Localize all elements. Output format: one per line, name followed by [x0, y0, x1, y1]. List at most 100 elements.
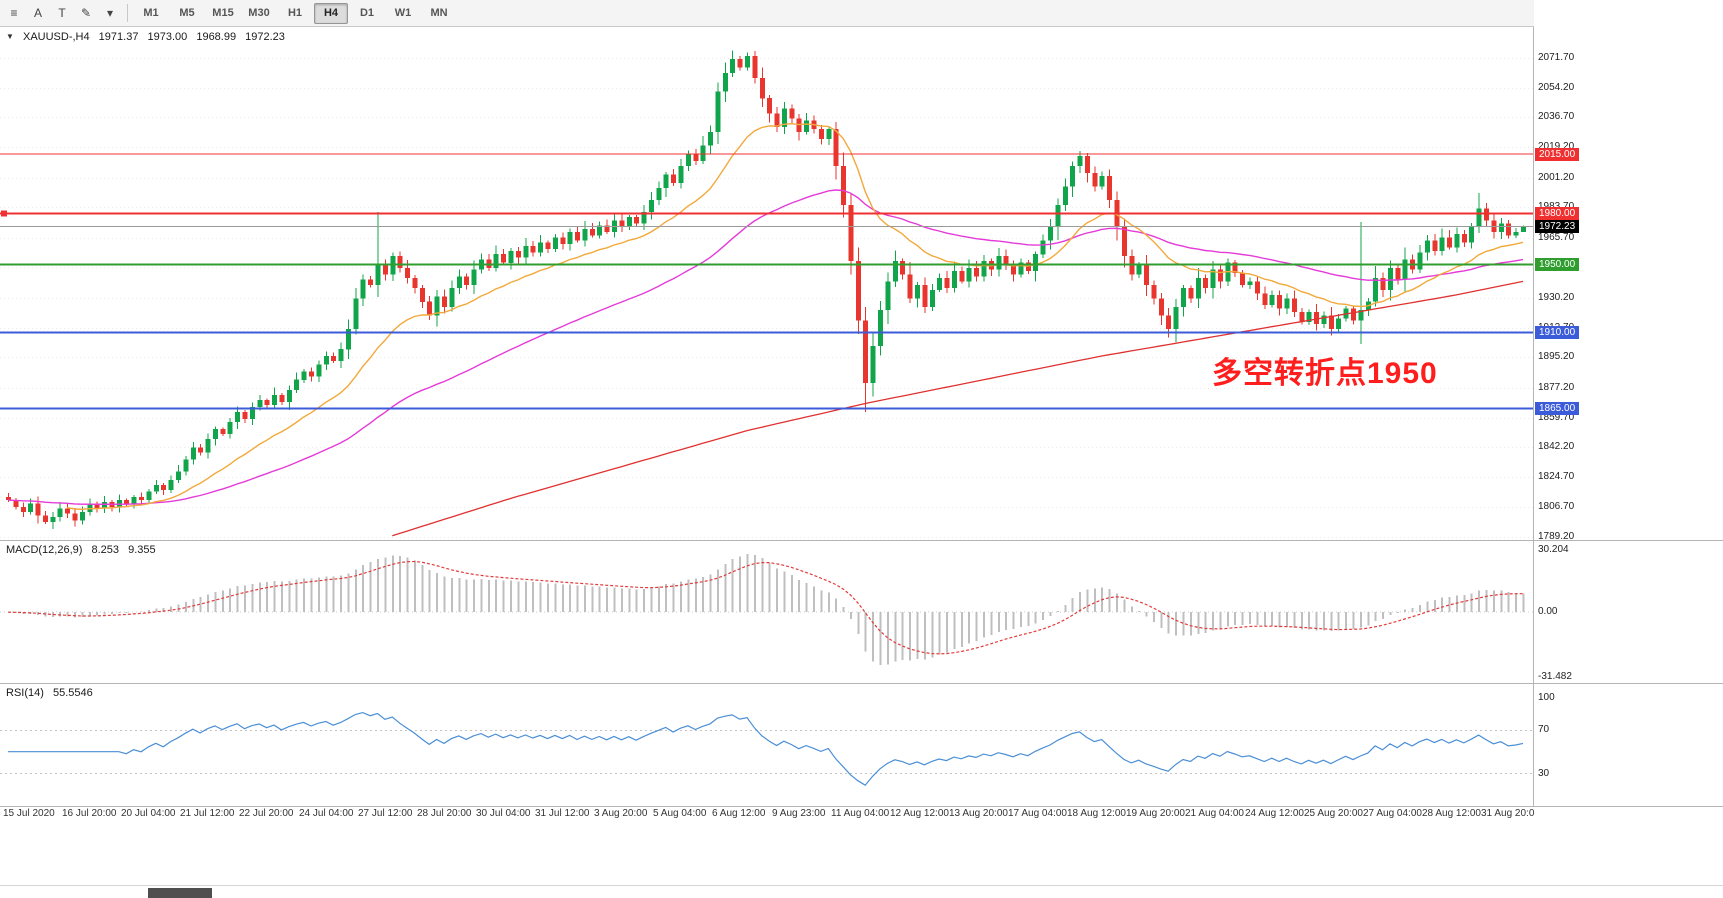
- price-axis-label: 2019.20: [1538, 141, 1575, 152]
- time-axis-label: 5 Aug 04:00: [653, 808, 707, 819]
- axis-divider: [1533, 27, 1534, 806]
- ma-mid-line: [7, 189, 1524, 506]
- timeframe-M15[interactable]: M15: [212, 6, 234, 19]
- price-axis-label: 1895.20: [1538, 351, 1575, 362]
- timeframe-H1[interactable]: H1: [287, 6, 303, 19]
- price-axis-label: 2071.70: [1538, 52, 1575, 63]
- price-axis-label: 1806.70: [1538, 501, 1575, 512]
- timeframe-H4[interactable]: H4: [314, 2, 348, 24]
- time-axis-label: 31 Aug 20:00: [1481, 808, 1540, 819]
- last-price-tag: 1972.23: [1535, 220, 1580, 233]
- price-axis-label: 1965.70: [1538, 232, 1575, 243]
- price-axis: 1972.23 2015.00 1980.00 1950.00 1910.00 1865.…: [1534, 0, 1723, 885]
- macd-axis-label: -31.482: [1538, 671, 1572, 682]
- time-axis-label: 25 Aug 20:00: [1304, 808, 1363, 819]
- panel-divider[interactable]: [0, 540, 1723, 541]
- panel-divider[interactable]: [0, 683, 1723, 684]
- dropdown-arrow-icon[interactable]: ▾: [106, 6, 114, 20]
- hline-price-tag: 1980.00: [1535, 207, 1580, 220]
- time-axis-label: 17 Aug 04:00: [1008, 808, 1067, 819]
- timeframe-MN[interactable]: MN: [430, 6, 448, 19]
- rsi-axis-label: 70: [1538, 724, 1550, 735]
- macd-panel[interactable]: [0, 541, 1533, 683]
- chart-annotation: 多空转折点1950: [1212, 357, 1438, 390]
- rsi-value: 55.5546: [52, 687, 93, 699]
- price-axis-label: 1824.70: [1538, 471, 1575, 482]
- time-axis-label: 3 Aug 20:00: [594, 808, 648, 819]
- timeframe-D1[interactable]: D1: [359, 6, 375, 19]
- macd-histogram: [14, 554, 1525, 666]
- quote-high: 1973.00: [147, 31, 188, 43]
- quote-open: 1971.37: [98, 31, 139, 43]
- timeframe-M5[interactable]: M5: [179, 6, 195, 19]
- price-axis-label: 1983.70: [1538, 201, 1574, 213]
- time-axis-label: 31 Jul 12:00: [535, 808, 590, 819]
- time-axis-label: 20 Jul 04:00: [121, 808, 176, 819]
- taskbar-item[interactable]: [148, 888, 212, 898]
- macd-signal-line: [7, 560, 1523, 655]
- time-axis-label: 28 Jul 20:00: [417, 808, 472, 819]
- timeframe-W1[interactable]: W1: [394, 6, 412, 19]
- hline-handle[interactable]: [1, 210, 7, 217]
- price-axis-label: 2054.20: [1538, 82, 1575, 93]
- time-axis: 15 Jul 2020 16 Jul 20:00 20 Jul 04:00 21 Ju…: [0, 808, 1560, 822]
- rsi-line: [8, 711, 1524, 786]
- toolbar-separator: [127, 4, 128, 22]
- time-axis-label: 24 Jul 04:00: [299, 808, 354, 819]
- toolbar: ≡ A T ✎ ▾ M1 M5 M15 M30 H1 H4 D1 W1 MN: [0, 0, 1723, 27]
- quote-header: ▼ XAUUSD-,H4 1971.37 1973.00 1968.99 197…: [6, 31, 291, 43]
- hline-price-tag: 1950.00: [1535, 258, 1580, 271]
- rsi-label: RSI(14): [6, 687, 44, 699]
- time-axis-label: 15 Jul 2020: [3, 808, 55, 819]
- price-axis-label: 1930.20: [1538, 292, 1575, 303]
- price-axis-label: 1877.20: [1538, 382, 1575, 393]
- rsi-panel[interactable]: [0, 684, 1533, 805]
- time-axis-label: 6 Aug 12:00: [712, 808, 766, 819]
- macd-signal-value: 9.355: [128, 544, 156, 556]
- collapse-quote-icon[interactable]: ▼: [6, 32, 14, 41]
- menu-icon[interactable]: ≡: [10, 6, 18, 20]
- toolbar-icons: ≡ A T ✎ ▾: [3, 2, 121, 24]
- timeframe-M30[interactable]: M30: [248, 6, 270, 19]
- time-axis-label: 28 Aug 12:00: [1422, 808, 1481, 819]
- time-axis-label: 12 Aug 12:00: [890, 808, 949, 819]
- time-axis-label: 24 Aug 12:00: [1245, 808, 1304, 819]
- price-axis-label: 1859.70: [1538, 412, 1575, 423]
- time-axis-label: 27 Aug 04:00: [1363, 808, 1422, 819]
- time-axis-label: 30 Jul 04:00: [476, 808, 531, 819]
- macd-header: MACD(12,26,9) 8.253 9.355: [6, 544, 162, 556]
- time-axis-label: 21 Aug 04:00: [1185, 808, 1244, 819]
- macd-main-value: 8.253: [91, 544, 120, 556]
- time-axis-label: 11 Aug 04:00: [831, 808, 890, 819]
- price-axis-label: 2036.70: [1538, 111, 1575, 122]
- time-axis-label: 19 Aug 20:00: [1126, 808, 1185, 819]
- price-axis-label: 2001.20: [1538, 172, 1575, 183]
- time-axis-label: 16 Jul 20:00: [62, 808, 117, 819]
- time-axis-label: 18 Aug 12:00: [1067, 808, 1126, 819]
- time-axis-label: 13 Aug 20:00: [949, 808, 1008, 819]
- ma-slow-line: [392, 280, 1524, 537]
- timeframe-M1[interactable]: M1: [143, 6, 159, 19]
- ma-fast-line: [66, 122, 1524, 511]
- text-tool-icon[interactable]: T: [58, 6, 66, 20]
- time-axis-label: 27 Jul 12:00: [358, 808, 413, 819]
- cursor-tool-icon[interactable]: A: [33, 6, 42, 20]
- macd-axis-label: 0.00: [1538, 606, 1558, 617]
- hline-price-tag: 1865.00: [1535, 402, 1580, 415]
- draw-tool-icon[interactable]: ✎: [80, 6, 92, 20]
- quote-close: 1972.23: [245, 31, 285, 43]
- price-chart[interactable]: [0, 27, 1533, 540]
- grid-lines: [0, 58, 1533, 538]
- rsi-axis-label: 30: [1538, 768, 1550, 779]
- price-axis-label: 1789.20: [1538, 531, 1575, 542]
- bottom-bar: [0, 885, 1723, 898]
- time-axis-label: 22 Jul 20:00: [239, 808, 294, 819]
- macd-label: MACD(12,26,9): [6, 544, 83, 556]
- price-axis-label: 1842.20: [1538, 441, 1575, 452]
- rsi-header: RSI(14) 55.5546: [6, 687, 99, 699]
- macd-axis-label: 30.204: [1538, 544, 1569, 555]
- time-axis-label: 21 Jul 12:00: [180, 808, 235, 819]
- timeframe-buttons: M1 M5 M15 M30 H1 H4 D1 W1 MN: [134, 2, 456, 24]
- candles: [6, 50, 1526, 529]
